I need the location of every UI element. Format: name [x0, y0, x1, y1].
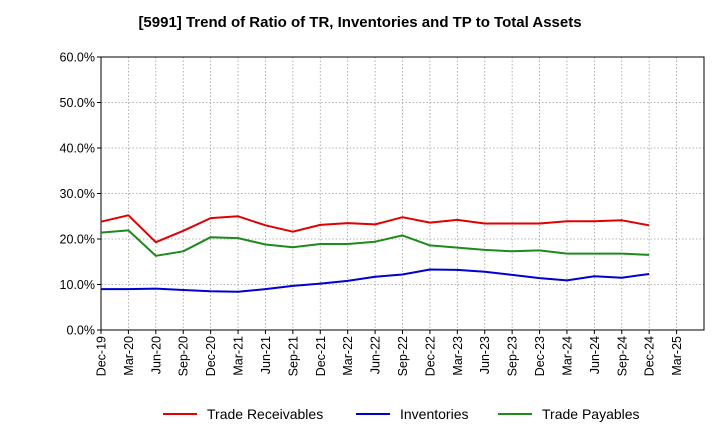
trade-payables-line — [100, 229, 650, 257]
x-tick-label: Dec-19 — [95, 336, 109, 376]
x-tick-labels: Dec-19 Mar-20 Jun-20 Sep-20 Dec-20 Mar-21 Jun-… — [95, 336, 685, 376]
legend-item: Inventories — [356, 404, 468, 424]
legend-swatch — [498, 413, 532, 415]
y-tick-label: 40.0% — [60, 142, 95, 156]
series-lines — [100, 214, 650, 293]
y-tick-label: 50.0% — [60, 96, 95, 110]
chart-title: [5991] Trend of Ratio of TR, Inventories… — [138, 14, 582, 31]
x-tick-label: Dec-23 — [533, 336, 547, 376]
x-tick-label: Dec-24 — [643, 336, 657, 376]
y-tick-label: 0.0% — [67, 324, 96, 338]
x-tick-label: Jun-24 — [588, 336, 602, 374]
y-tick-label: 30.0% — [60, 187, 95, 201]
x-tick-label: Mar-25 — [670, 336, 684, 376]
x-tick-label: Sep-23 — [506, 336, 520, 376]
legend-label: Trade Receivables — [207, 406, 324, 422]
x-tick-label: Jun-22 — [369, 336, 383, 374]
grid-lines — [100, 56, 705, 331]
axes — [97, 56, 705, 334]
x-tick-label: Mar-21 — [232, 336, 246, 376]
legend-item: Trade Receivables — [163, 404, 323, 424]
x-tick-label: Mar-23 — [451, 336, 465, 376]
x-tick-label: Mar-22 — [341, 336, 355, 376]
legend-label: Trade Payables — [542, 406, 640, 422]
trade-receivables-line — [100, 214, 650, 244]
x-tick-label: Dec-21 — [314, 336, 328, 376]
y-tick-labels: 0.0% 10.0% 20.0% 30.0% 40.0% 50.0% 60.0% — [60, 51, 95, 338]
x-tick-label: Sep-24 — [615, 336, 629, 376]
x-tick-label: Jun-20 — [149, 336, 163, 374]
legend-label: Inventories — [400, 406, 469, 422]
x-tick-label: Jun-21 — [259, 336, 273, 374]
x-tick-label: Dec-22 — [423, 336, 437, 376]
legend-item: Trade Payables — [498, 404, 640, 424]
legend: Trade Receivables Inventories Trade Payabl… — [0, 404, 720, 426]
x-tick-label: Sep-20 — [177, 336, 191, 376]
y-tick-label: 20.0% — [60, 233, 95, 247]
x-tick-label: Dec-20 — [204, 336, 218, 376]
legend-swatch — [356, 413, 390, 415]
x-tick-label: Mar-24 — [560, 336, 574, 376]
y-tick-label: 60.0% — [60, 51, 95, 65]
x-tick-label: Sep-22 — [396, 336, 410, 376]
inventories-line — [101, 268, 650, 293]
y-tick-label: 10.0% — [60, 278, 95, 292]
x-tick-label: Mar-20 — [122, 336, 136, 376]
legend-swatch — [163, 413, 197, 415]
x-tick-label: Jun-23 — [478, 336, 492, 374]
x-tick-label: Sep-21 — [286, 336, 300, 376]
